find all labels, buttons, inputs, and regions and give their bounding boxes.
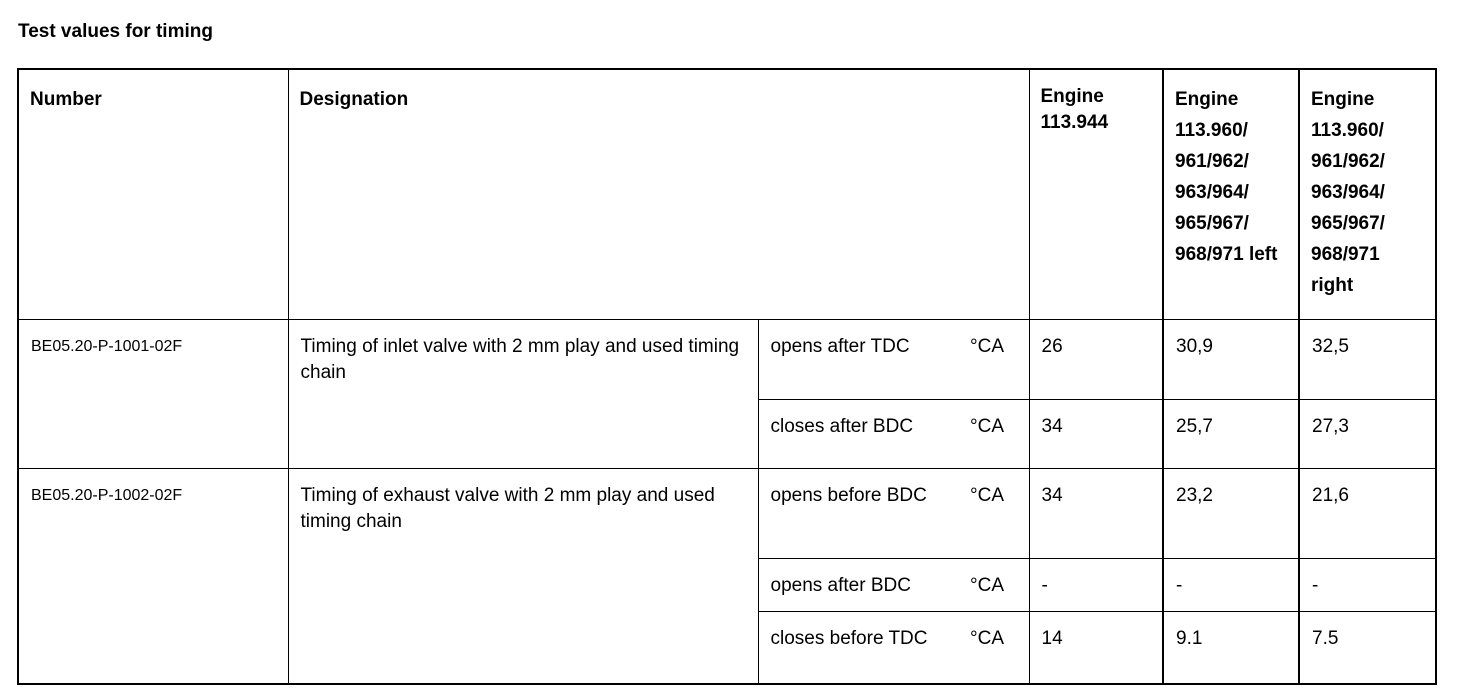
value-engine-left: 23,2 (1162, 467, 1300, 559)
row-unit: °CA (970, 557, 1030, 612)
value-engine-right: 21,6 (1298, 467, 1437, 559)
value-engine-113-944: 34 (1028, 398, 1164, 469)
value-engine-left: 30,9 (1162, 318, 1300, 400)
value-engine-right: - (1298, 557, 1437, 612)
table-row: closes after BDC °CA 34 25,7 27,3 (18, 398, 1437, 469)
value-engine-left: - (1162, 557, 1300, 612)
row-condition: opens before BDC (757, 467, 970, 559)
page-title: Test values for timing (18, 21, 213, 42)
value-engine-113-944: 34 (1028, 467, 1164, 559)
row-designation: Timing of exhaust valve with 2 mm play a… (287, 467, 759, 685)
header-engine-113-944: Engine 113.944 (1028, 68, 1164, 320)
header-engine-right: Engine 113.960/ 961/962/ 963/964/ 965/96… (1298, 68, 1437, 320)
table-row: BE05.20-P-1001-02F Timing of inlet valve… (17, 318, 1437, 469)
header-designation: Designation (287, 68, 1030, 320)
row-designation: Timing of inlet valve with 2 mm play and… (287, 318, 759, 469)
value-engine-113-944: 14 (1028, 610, 1164, 685)
header-engine-left: Engine 113.960/ 961/962/ 963/964/ 965/96… (1162, 68, 1300, 320)
row-unit: °CA (970, 318, 1030, 400)
value-engine-right: 32,5 (1298, 318, 1437, 400)
value-engine-113-944: 26 (1028, 318, 1164, 400)
value-engine-right: 27,3 (1298, 398, 1437, 469)
value-engine-left: 9.1 (1162, 610, 1300, 685)
row-condition: opens after BDC (757, 557, 970, 612)
row-unit: °CA (970, 610, 1030, 685)
row-unit: °CA (970, 398, 1030, 469)
value-engine-113-944: - (1028, 557, 1164, 612)
row-condition: closes before TDC (757, 610, 970, 685)
row-condition: opens after TDC (757, 318, 970, 400)
row-number: BE05.20-P-1001-02F (17, 318, 289, 469)
header-number: Number (17, 68, 289, 320)
value-engine-left: 25,7 (1162, 398, 1300, 469)
header-row: Number Designation Engine 113.944 Engine… (17, 68, 1437, 320)
timing-table: Number Designation Engine 113.944 Engine… (17, 68, 1437, 685)
row-unit: °CA (970, 467, 1030, 559)
row-number: BE05.20-P-1002-02F (17, 467, 289, 685)
row-condition: closes after BDC (757, 398, 970, 469)
table-row: BE05.20-P-1002-02F Timing of exhaust val… (17, 467, 1437, 685)
table-row: closes before TDC °CA 14 9.1 7.5 (18, 610, 1437, 685)
table-row: opens after BDC °CA - - - (18, 557, 1437, 612)
value-engine-right: 7.5 (1298, 610, 1437, 685)
